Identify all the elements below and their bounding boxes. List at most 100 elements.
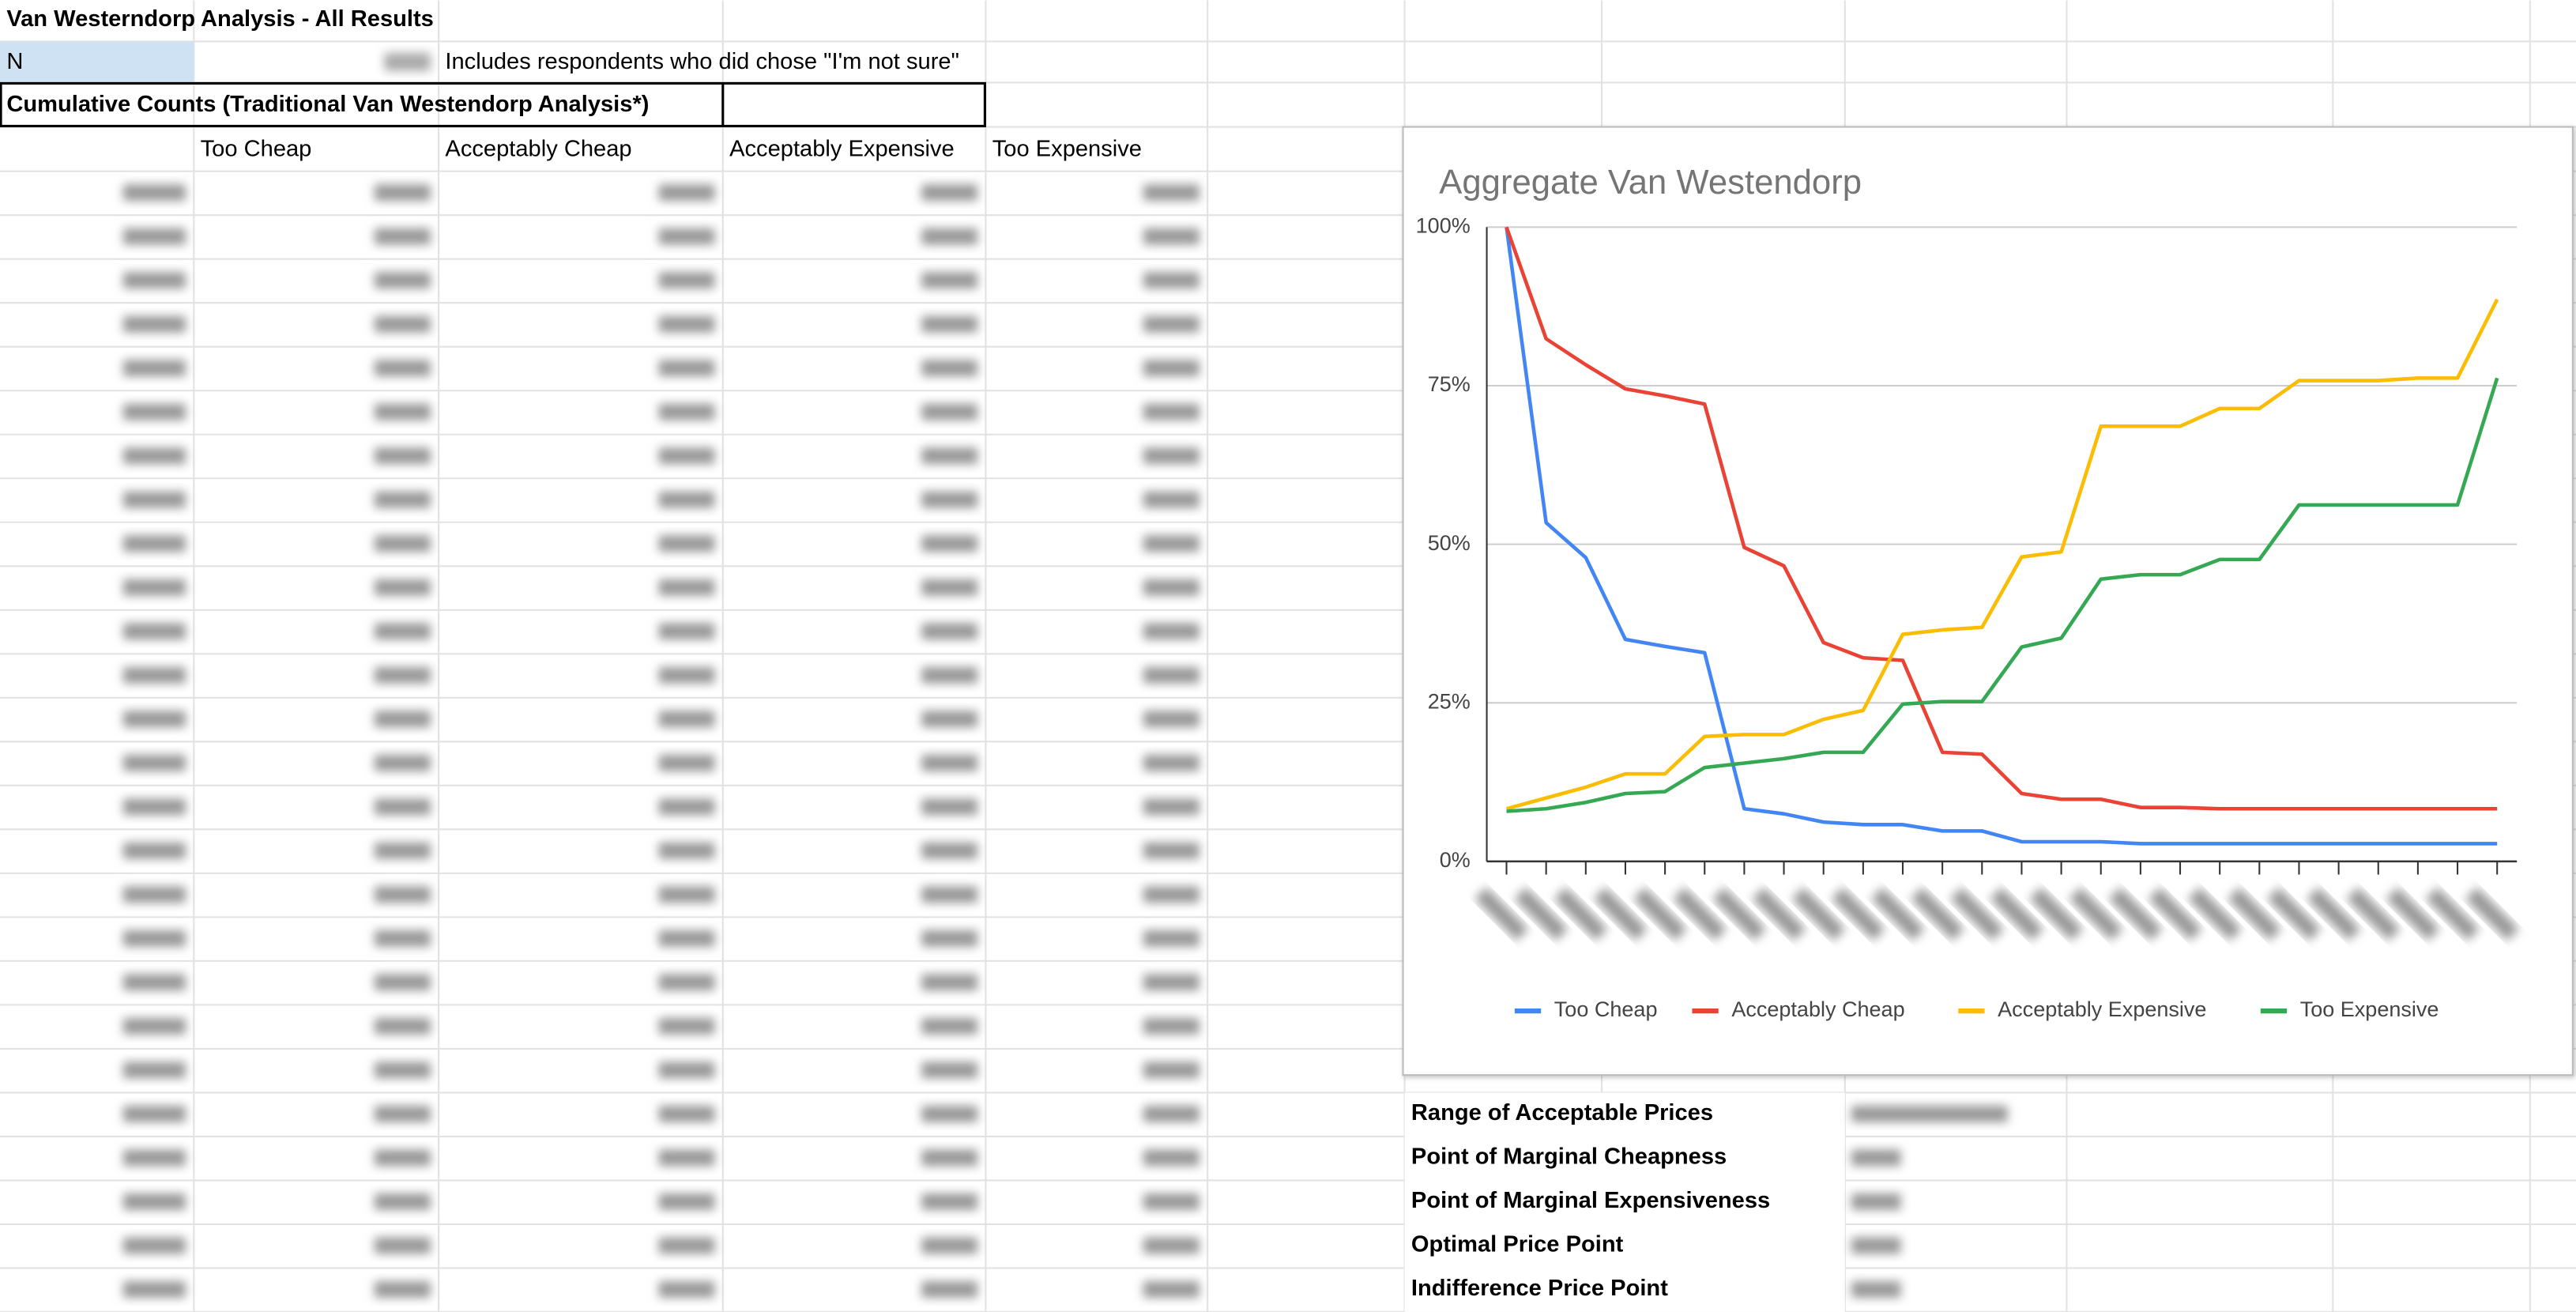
blurred-cell (375, 929, 431, 947)
blurred-cell (122, 579, 186, 596)
blurred-cell (1143, 754, 1199, 771)
blurred-cell (658, 272, 715, 289)
blurred-cell (1143, 886, 1199, 903)
blurred-cell (122, 623, 186, 640)
blurred-cell (921, 754, 978, 771)
blurred-x-label (2346, 887, 2401, 941)
blurred-cell (921, 711, 978, 728)
blurred-x-label (1514, 887, 1569, 941)
blurred-cell (375, 1149, 431, 1167)
blurred-cell (375, 974, 431, 991)
blurred-cell (122, 886, 186, 903)
blurred-cell (658, 1061, 715, 1079)
blurred-cell (1143, 1061, 1199, 1079)
blurred-x-label (1870, 887, 1925, 941)
blurred-cell (122, 272, 186, 289)
blurred-cell (1143, 623, 1199, 640)
blurred-cell (1143, 403, 1199, 420)
blurred-cell (658, 1106, 715, 1122)
blurred-x-label (2188, 887, 2242, 941)
blurred-cell (122, 1193, 186, 1210)
blurred-cell (921, 579, 978, 596)
blurred-cell (375, 228, 431, 245)
blurred-cell (122, 974, 186, 991)
blurred-cell (921, 666, 978, 684)
series-line (1506, 377, 2499, 813)
blurred-x-label (2386, 887, 2440, 941)
blurred-cell (921, 1193, 978, 1210)
blurred-cell (122, 1281, 186, 1298)
blurred-cell (921, 535, 978, 552)
cell-bg (1404, 1092, 1845, 1137)
blurred-cell (122, 1149, 186, 1167)
blurred-cell (921, 491, 978, 508)
blurred-x-label (1554, 887, 1608, 941)
blurred-cell (122, 447, 186, 465)
blurred-cell (375, 360, 431, 377)
cell-bg (1404, 1136, 1845, 1181)
blurred-cell (1143, 360, 1199, 377)
blurred-cell (921, 403, 978, 420)
blurred-cell (375, 1061, 431, 1079)
blurred-cell (122, 184, 186, 202)
blurred-cell (921, 842, 978, 859)
blurred-cell (122, 1106, 186, 1122)
blurred-cell (375, 184, 431, 202)
blurred-cell (1143, 798, 1199, 816)
summary-label: Range of Acceptable Prices (1411, 1100, 1713, 1125)
blurred-cell (1143, 315, 1199, 333)
column-header: Acceptably Cheap (445, 136, 631, 161)
blurred-x-label (2148, 887, 2202, 941)
section-border (0, 81, 986, 128)
blurred-cell (658, 228, 715, 245)
blurred-cell (1851, 1237, 1901, 1254)
blurred-cell (658, 579, 715, 596)
blurred-cell (1143, 491, 1199, 508)
blurred-cell (1851, 1149, 1901, 1167)
blurred-cell (921, 1237, 978, 1254)
blurred-cell (122, 360, 186, 377)
blurred-cell (122, 798, 186, 816)
blurred-cell (375, 798, 431, 816)
blurred-cell (658, 184, 715, 202)
series-line (1505, 226, 2498, 811)
sheet-title: Van Westerndorp Analysis - All Results (6, 6, 434, 32)
series-line (1505, 298, 2499, 811)
blurred-cell (921, 798, 978, 816)
y-tick-label: 25% (1428, 689, 1471, 713)
blurred-x-label (1474, 887, 1529, 941)
blurred-cell (122, 711, 186, 728)
blurred-cell (1143, 666, 1199, 684)
blurred-cell (658, 1281, 715, 1298)
blurred-x-label (1911, 887, 1964, 941)
blurred-cell (122, 228, 186, 245)
selected-cell (0, 41, 194, 83)
blurred-cell (658, 535, 715, 552)
blurred-cell (921, 1061, 978, 1079)
blurred-cell (658, 1237, 715, 1254)
summary-label: Optimal Price Point (1411, 1232, 1624, 1257)
blurred-cell (921, 360, 978, 377)
column-header: Too Cheap (201, 136, 312, 161)
blurred-x-label (1712, 887, 1766, 941)
blurred-cell (375, 272, 431, 289)
blurred-cell (375, 447, 431, 465)
blurred-cell (375, 886, 431, 903)
blurred-cell (1143, 228, 1199, 245)
blurred-x-label (1673, 887, 1727, 941)
blurred-cell (658, 929, 715, 947)
blurred-cell (375, 842, 431, 859)
blurred-cell (658, 1193, 715, 1210)
blurred-cell (1143, 1106, 1199, 1122)
blurred-cell (122, 491, 186, 508)
blurred-cell (375, 711, 431, 728)
blurred-cell (658, 798, 715, 816)
cell-bg (1404, 1268, 1845, 1312)
blurred-cell (658, 974, 715, 991)
summary-label: Point of Marginal Cheapness (1411, 1144, 1727, 1170)
blurred-cell (658, 886, 715, 903)
series-line (1505, 227, 2498, 846)
blurred-cell (1143, 1237, 1199, 1254)
column-header: Too Expensive (992, 136, 1142, 161)
blurred-cell (1851, 1106, 2008, 1122)
